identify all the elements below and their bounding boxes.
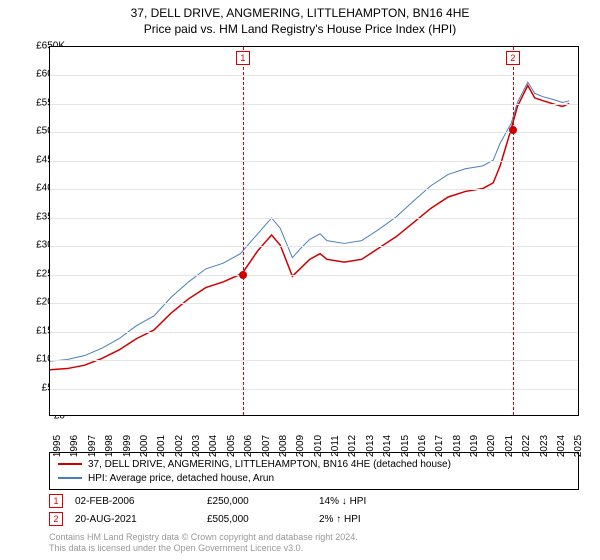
marker-flag: 2 (506, 51, 520, 65)
marker-diff: 2% ↑ HPI (319, 514, 439, 525)
marker-flag: 1 (236, 51, 250, 65)
series-line-hpi (50, 82, 569, 361)
marker-dot (509, 126, 517, 134)
copyright-line1: Contains HM Land Registry data © Crown c… (49, 532, 358, 543)
copyright: Contains HM Land Registry data © Crown c… (49, 532, 358, 554)
chart-title: 37, DELL DRIVE, ANGMERING, LITTLEHAMPTON… (0, 6, 600, 20)
marker-date: 20-AUG-2021 (75, 514, 195, 525)
marker-badge: 2 (49, 512, 63, 526)
legend-swatch (58, 463, 82, 465)
marker-badge: 1 (49, 494, 63, 508)
legend-label: 37, DELL DRIVE, ANGMERING, LITTLEHAMPTON… (88, 459, 451, 470)
legend-item-hpi: HPI: Average price, detached house, Arun (58, 471, 570, 485)
marker-price: £250,000 (207, 496, 307, 507)
legend-swatch (58, 477, 82, 479)
marker-vline (243, 47, 244, 415)
markers-table: 1 02-FEB-2006 £250,000 14% ↓ HPI 2 20-AU… (49, 492, 579, 528)
chart-container: 37, DELL DRIVE, ANGMERING, LITTLEHAMPTON… (0, 0, 600, 560)
legend-label: HPI: Average price, detached house, Arun (88, 473, 274, 484)
legend-item-subject: 37, DELL DRIVE, ANGMERING, LITTLEHAMPTON… (58, 457, 570, 471)
plot-area: 12 (49, 46, 579, 416)
marker-price: £505,000 (207, 514, 307, 525)
marker-date: 02-FEB-2006 (75, 496, 195, 507)
marker-row-1: 1 02-FEB-2006 £250,000 14% ↓ HPI (49, 492, 579, 510)
marker-vline (513, 47, 514, 415)
marker-dot (239, 271, 247, 279)
copyright-line2: This data is licensed under the Open Gov… (49, 543, 358, 554)
marker-row-2: 2 20-AUG-2021 £505,000 2% ↑ HPI (49, 510, 579, 528)
chart-subtitle: Price paid vs. HM Land Registry's House … (0, 22, 600, 36)
title-block: 37, DELL DRIVE, ANGMERING, LITTLEHAMPTON… (0, 0, 600, 36)
marker-diff: 14% ↓ HPI (319, 496, 439, 507)
series-line-subject (50, 85, 569, 369)
legend: 37, DELL DRIVE, ANGMERING, LITTLEHAMPTON… (49, 452, 579, 490)
